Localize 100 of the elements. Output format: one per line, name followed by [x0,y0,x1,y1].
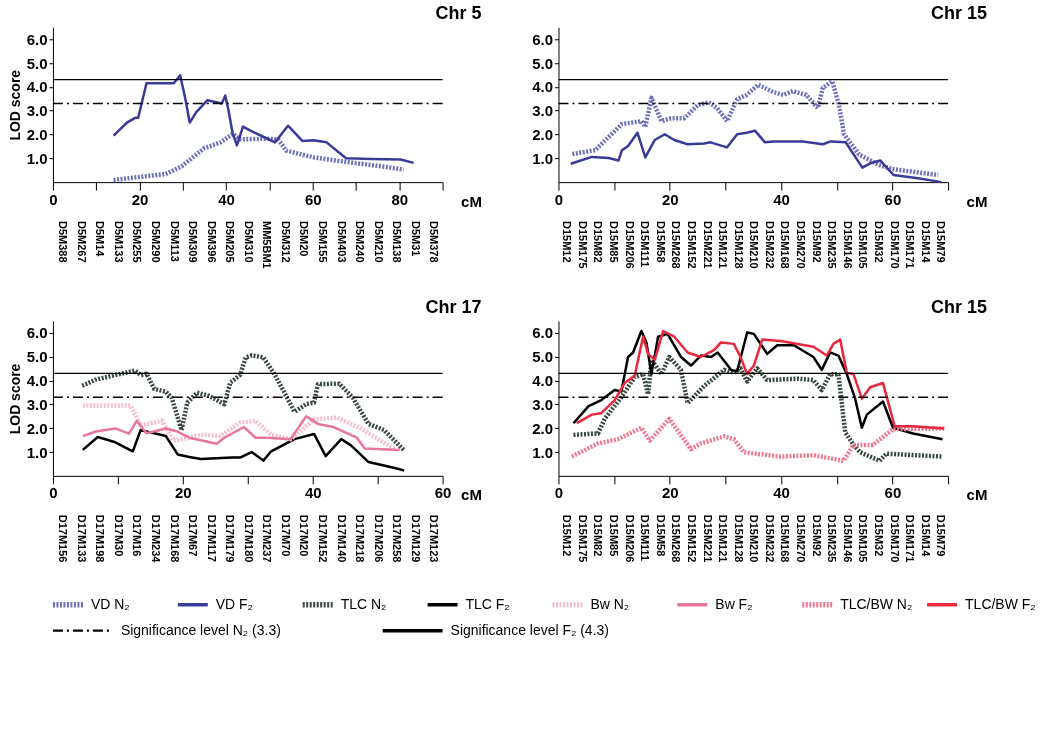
x-tick-label: 40 [218,190,235,208]
text: D5M290 [150,221,162,263]
y-tick-label: 6.0 [26,30,48,48]
text: D15M128 [732,221,745,269]
y-tick-label: 3.0 [532,395,553,413]
legend-label: VD N₂ [90,595,130,612]
text: D15M171 [904,221,917,269]
line-series [570,79,941,178]
text: D17M168 [168,514,181,563]
text: D17M234 [150,514,162,564]
text: D15M58 [654,514,667,557]
text: D17M198 [94,514,107,563]
y-tick-label: 6.0 [532,324,553,342]
y-tick-label: 1.0 [532,149,553,167]
text: D17M67 [187,514,200,557]
text: D15M14 [919,514,932,558]
x-tick-label: 40 [304,484,322,502]
text: D5M240 [354,221,367,263]
text: D17M70 [279,514,292,557]
text: D15M79 [935,514,948,557]
y-tick-label: 4.0 [532,372,553,390]
text: D15M270 [795,514,808,563]
line-series [81,428,406,472]
text: D17M20 [298,514,311,557]
text: D5M388 [57,221,70,263]
legend-label: TLC/BW F₂ [965,595,1036,612]
text: D5M133 [112,221,125,263]
text: D5M403 [335,221,348,263]
text: D15M235 [826,514,839,563]
legend-label: TLC F₂ [465,595,510,612]
text: MM5BM1 [261,221,274,269]
text: D15M105 [857,514,870,563]
x-tick-label: 80 [391,190,409,208]
y-tick-label: 4.0 [26,78,48,96]
y-tick-label: 3.0 [26,395,48,413]
x-axis-title: cM [461,486,482,504]
line-series [112,74,415,165]
text: D5M138 [391,221,404,263]
x-tick-label: 40 [773,484,790,502]
x-tick-label: 20 [661,484,679,502]
text: D5M14 [94,221,107,258]
text: D17M123 [428,514,441,563]
text: D15M152 [685,514,698,563]
x-axis-title: cM [461,192,482,210]
text: D15M146 [841,221,854,269]
text: D17M179 [224,514,237,563]
text: D15M268 [670,221,683,269]
text: D17M129 [409,514,422,563]
chart-title: Chr 5 [435,3,482,24]
text: D15M235 [826,221,839,269]
text: D15M171 [904,514,917,563]
legend-label: Bw N₂ [590,595,630,612]
text: D5M113 [168,221,181,262]
text: D15M268 [670,514,683,563]
line-series [569,416,947,464]
y-tick-label: 4.0 [532,78,553,96]
x-tick-label: 60 [434,484,452,502]
x-tick-label: 0 [554,190,564,208]
x-tick-label: 0 [554,484,564,502]
text: D5M378 [428,221,441,263]
x-tick-label: 20 [175,484,192,502]
text: D5M267 [75,221,88,263]
text: D15M146 [841,514,854,563]
text: D15M14 [919,221,932,264]
text: D15M128 [732,514,745,563]
legend-label: Significance level F₂ (4.3) [450,621,609,638]
text: D15M210 [748,514,761,563]
text: D5M312 [279,221,292,263]
text: D15M12 [561,221,574,263]
text: D5M310 [242,221,255,263]
text: D15M111 [639,514,652,562]
text: D15M92 [810,514,823,557]
legend-label: Bw F₂ [715,595,753,612]
text: D5M309 [187,221,200,263]
y-tick-label: 1.0 [26,443,48,461]
text: D17M152 [316,514,329,563]
text: D15M206 [623,221,636,269]
text: D17M237 [261,514,274,563]
text: D17M206 [372,514,385,563]
x-tick-label: 60 [884,190,902,208]
line-series [571,354,945,464]
text: D15M232 [763,221,776,269]
y-tick-label: 2.0 [532,419,553,437]
text: D5M155 [316,221,329,263]
y-axis-title: LOD score [6,363,23,435]
text: D15M32 [872,514,885,557]
line-series [81,415,401,452]
text: D17M218 [354,514,367,563]
text: D15M170 [888,514,901,563]
legend-label: TLC/BW N₂ [840,595,913,612]
text: D15M210 [748,221,761,269]
text: D15M206 [623,514,636,563]
text: D17M180 [242,514,255,563]
text: D15M111 [639,221,652,268]
text: D17M117 [205,514,218,562]
legend-label: TLC N₂ [340,595,387,612]
y-tick-label: 1.0 [532,443,553,461]
text: D5M255 [131,221,144,263]
text: D15M175 [576,514,589,563]
text: D15M82 [592,221,605,263]
